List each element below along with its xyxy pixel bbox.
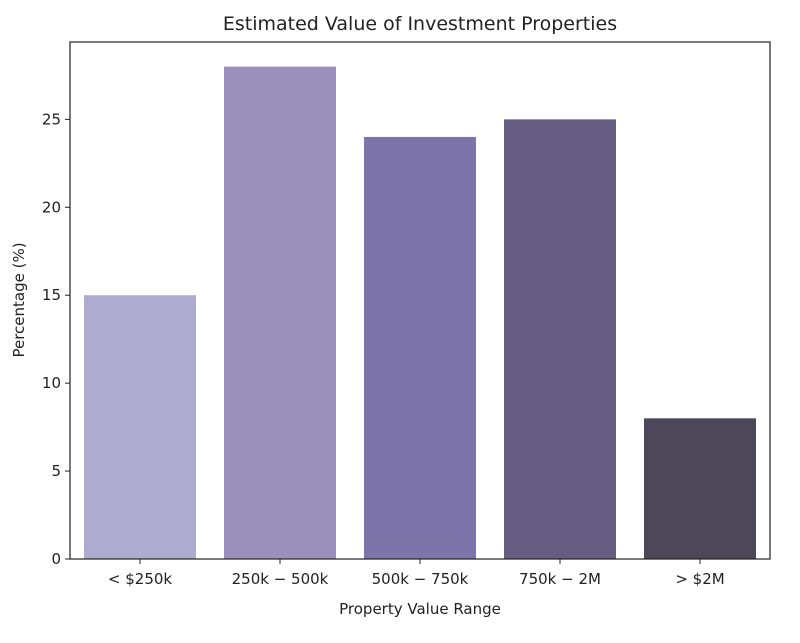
y-tick-label: 5 [51, 462, 61, 480]
x-tick-label: < $250k [108, 570, 173, 588]
y-tick-label: 10 [42, 374, 61, 392]
y-tick-label: 20 [42, 198, 61, 216]
y-tick-label: 25 [42, 110, 61, 128]
x-tick-label: 250k − 500k [232, 570, 329, 588]
y-axis-label: Percentage (%) [10, 242, 28, 357]
y-tick-label: 0 [51, 550, 61, 568]
x-axis-label: Property Value Range [339, 600, 501, 618]
x-tick-label: > $2M [675, 570, 724, 588]
y-tick-label: 15 [42, 286, 61, 304]
chart-title: Estimated Value of Investment Properties [223, 13, 617, 35]
bar [84, 295, 196, 559]
bar [504, 119, 616, 560]
bar [364, 136, 476, 560]
bar [224, 66, 336, 559]
bar [644, 418, 756, 559]
plot-frame [69, 41, 771, 560]
x-tick-label: 750k − 2M [519, 570, 601, 588]
x-tick-label: 500k − 750k [372, 570, 469, 588]
